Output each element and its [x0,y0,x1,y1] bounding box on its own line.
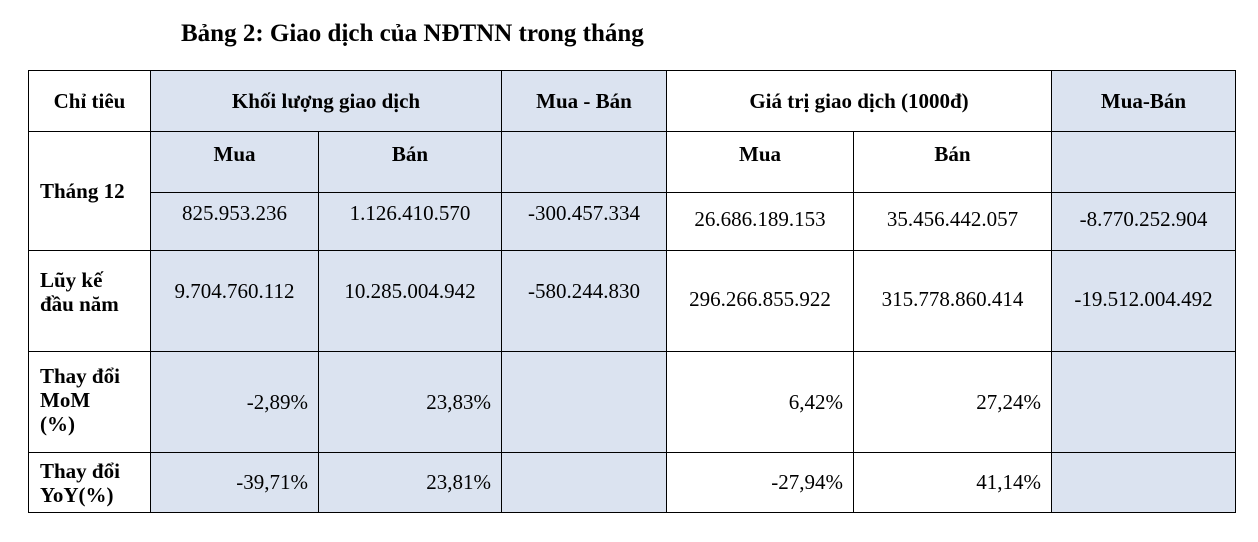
row-label-line: MoM [40,388,91,412]
subheader-kl-mua: Mua [150,131,319,193]
row-label-line: Thay đổi [40,458,120,483]
row-label-line: Thay đổi [40,364,120,388]
subheader-gt-ban: Bán [853,131,1052,193]
header-khoi-luong: Khối lượng giao dịch [150,70,502,132]
table-title: Bảng 2: Giao dịch của NĐTNN trong tháng [181,20,644,47]
cell-kl-ban: 10.285.004.942 [318,250,502,352]
cell-kl-mua: -39,71% [150,452,319,513]
cell-gt-ban: 315.778.860.414 [853,250,1052,352]
cell-gt-ban: 41,14% [853,452,1052,513]
header-mua-ban-value: Mua-Bán [1051,70,1236,132]
subheader-empty-value [1051,131,1236,193]
cell-kl-ban: 23,81% [318,452,502,513]
row-label-line: đầu năm [40,292,119,316]
subheader-kl-ban: Bán [318,131,502,193]
cell-gt-mua-ban-empty [1051,452,1236,513]
row-label-mom: Thay đổi MoM (%) [28,351,151,453]
cell-kl-mua-ban: -580.244.830 [501,250,667,352]
cell-kl-mua-ban-empty [501,351,667,453]
cell-gt-mua: 6,42% [666,351,854,453]
row-label-luy-ke: Lũy kế đầu năm [28,250,151,352]
table-row-luy-ke: Lũy kế đầu năm 9.704.760.112 10.285.004.… [28,250,1236,352]
cell-kl-mua: 825.953.236 [150,192,319,251]
subheader-empty-volume [501,131,667,193]
header-row: Chỉ tiêu Khối lượng giao dịch Mua - Bán … [28,70,1236,132]
cell-kl-mua-ban: -300.457.334 [501,192,667,251]
table-row-yoy: Thay đổi YoY(%) -39,71% 23,81% -27,94% 4… [28,452,1236,513]
cell-kl-mua: -2,89% [150,351,319,453]
cell-kl-mua-ban-empty [501,452,667,513]
row-label-line: YoY(%) [40,482,114,507]
header-chi-tieu: Chỉ tiêu [28,70,151,132]
cell-gt-mua-ban: -8.770.252.904 [1051,192,1236,251]
row-label-line: Lũy kế [40,268,103,292]
cell-gt-mua: -27,94% [666,452,854,513]
cell-kl-ban: 1.126.410.570 [318,192,502,251]
row-label-thang-12: Tháng 12 [28,131,151,251]
header-mua-ban-volume: Mua - Bán [501,70,667,132]
cell-gt-ban: 35.456.442.057 [853,192,1052,251]
cell-gt-mua-ban: -19.512.004.492 [1051,250,1236,352]
cell-gt-mua: 296.266.855.922 [666,250,854,352]
row-label-yoy: Thay đổi YoY(%) [28,452,151,513]
cell-gt-mua: 26.686.189.153 [666,192,854,251]
header-gia-tri: Giá trị giao dịch (1000đ) [666,70,1052,132]
cell-kl-ban: 23,83% [318,351,502,453]
table-row-mom: Thay đổi MoM (%) -2,89% 23,83% 6,42% 27,… [28,351,1236,453]
cell-kl-mua: 9.704.760.112 [150,250,319,352]
subheader-row: Tháng 12 Mua Bán Mua Bán [28,131,1236,251]
foreign-investor-trading-table: Chỉ tiêu Khối lượng giao dịch Mua - Bán … [28,70,1236,513]
row-label-line: (%) [40,412,75,436]
cell-gt-ban: 27,24% [853,351,1052,453]
cell-gt-mua-ban-empty [1051,351,1236,453]
subheader-gt-mua: Mua [666,131,854,193]
table-row-thang-12: 825.953.236 1.126.410.570 -300.457.334 2… [29,192,1236,251]
